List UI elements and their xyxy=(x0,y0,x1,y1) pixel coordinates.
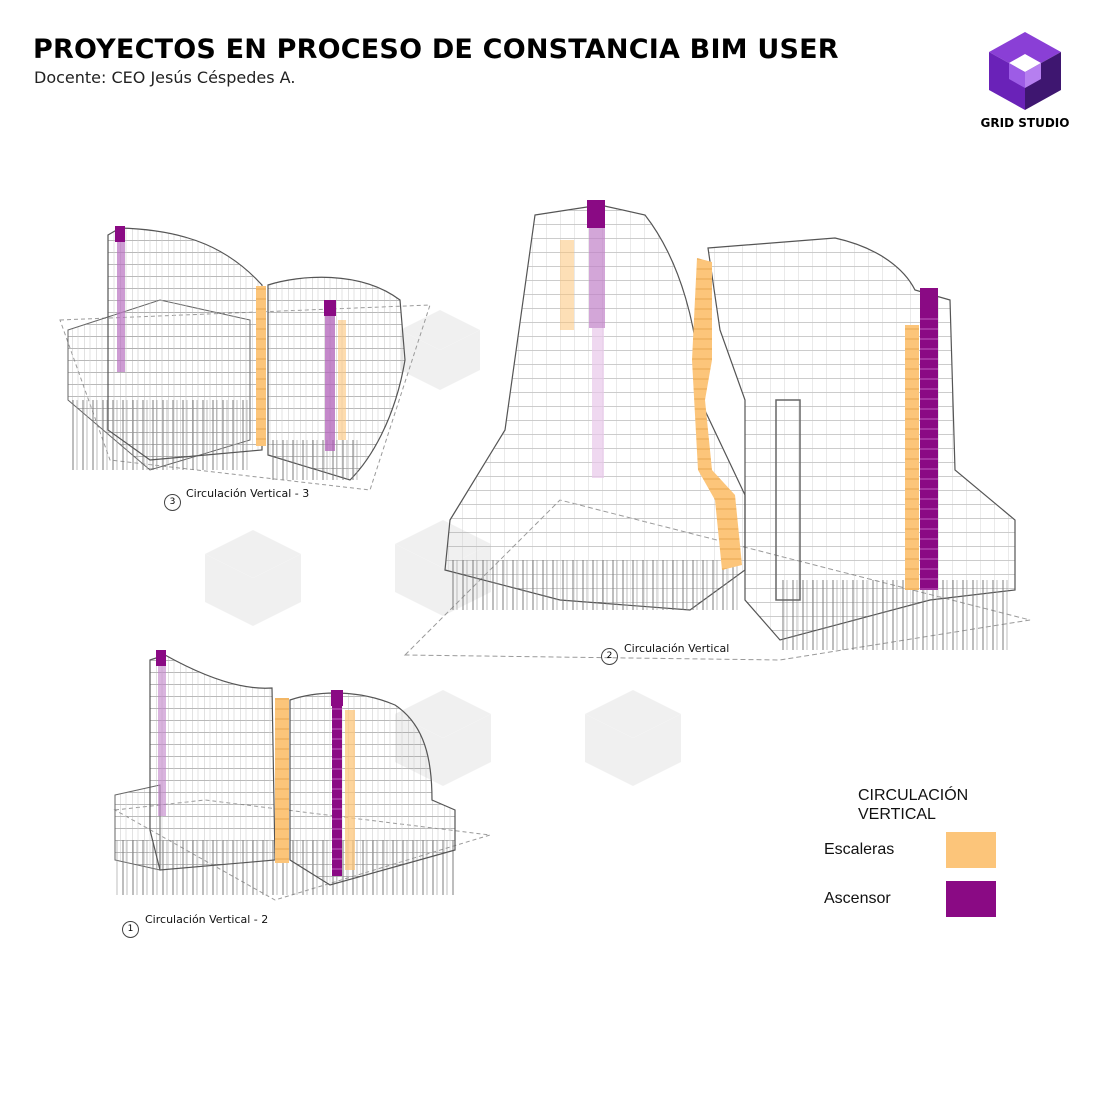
building-model-view-3 xyxy=(59,226,431,491)
legend-swatch-elevator xyxy=(946,881,996,917)
view-number-1: 1 xyxy=(122,921,139,938)
page-title: PROYECTOS EN PROCESO DE CONSTANCIA BIM U… xyxy=(33,34,839,65)
legend-swatch-stairs xyxy=(946,832,996,868)
grid-studio-logo-icon xyxy=(989,32,1061,110)
brand-name: GRID STUDIO xyxy=(980,116,1070,130)
view-label-2: Circulación Vertical xyxy=(624,642,730,655)
view-label-3: Circulación Vertical - 3 xyxy=(186,487,310,500)
view-label-1: Circulación Vertical - 2 xyxy=(145,913,269,926)
view-number-2: 2 xyxy=(601,648,618,665)
legend-title: CIRCULACIÓN VERTICAL xyxy=(858,787,969,823)
legend-label-stairs: Escaleras xyxy=(824,841,895,858)
building-model-view-2 xyxy=(403,200,1031,661)
view-number-3: 3 xyxy=(164,494,181,511)
page-subtitle: Docente: CEO Jesús Céspedes A. xyxy=(34,68,296,87)
legend-label-elevator: Ascensor xyxy=(824,890,891,907)
building-model-view-1 xyxy=(113,650,491,901)
